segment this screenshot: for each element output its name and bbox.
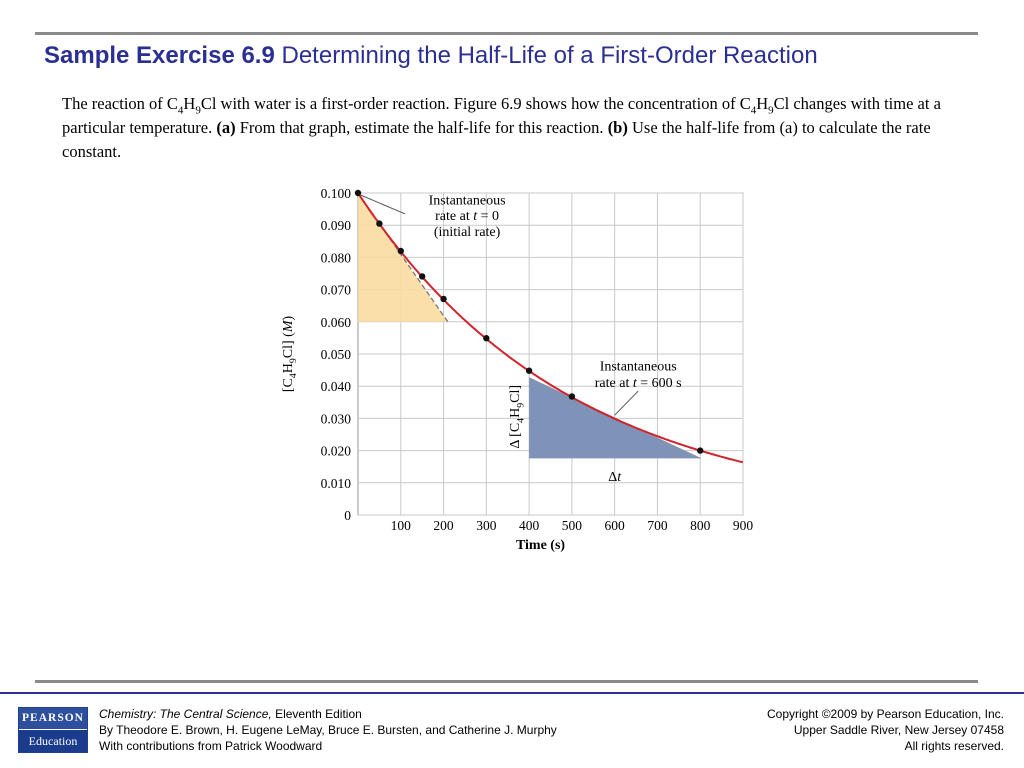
- delta-t-label-part: t: [617, 470, 622, 485]
- initial-rate-label-1: Instantaneous: [429, 193, 506, 208]
- y-tick-label: 0.070: [321, 283, 352, 298]
- book-contributors: With contributions from Patrick Woodward: [99, 739, 323, 753]
- rate-600-label-2-part: t: [633, 376, 638, 391]
- initial-rate-label-2-part: rate at: [435, 209, 473, 224]
- x-tick-label: 900: [733, 518, 754, 533]
- footer-divider: [0, 692, 1024, 694]
- address-line: Upper Saddle River, New Jersey 07458: [793, 723, 1004, 737]
- data-point: [568, 393, 576, 400]
- delta-conc-label: Δ [C4H9Cl]: [508, 385, 526, 449]
- delta-conc-label-part: Cl]: [508, 385, 523, 403]
- x-tick-label: 600: [605, 518, 626, 533]
- x-tick-label: 100: [391, 518, 412, 533]
- problem-text-2: H: [183, 94, 196, 113]
- rate-600-pointer: [614, 390, 639, 416]
- x-tick-label: 200: [433, 518, 454, 533]
- x-tick-label: 300: [476, 518, 497, 533]
- x-tick-labels: 100 200 300 400 500 600 700 800 900: [391, 518, 754, 533]
- sub-9b: 9: [768, 104, 774, 117]
- pearson-logo: PEARSON Education: [18, 707, 88, 753]
- rights-line: All rights reserved.: [904, 739, 1004, 753]
- delta-conc-label-part: 4: [515, 418, 526, 423]
- data-point: [354, 189, 362, 197]
- data-point: [525, 367, 533, 374]
- book-edition: Eleventh Edition: [271, 707, 362, 721]
- delta-conc-label-part: H: [508, 408, 523, 418]
- x-tick-label: 400: [519, 518, 540, 533]
- x-tick-label: 800: [690, 518, 711, 533]
- rate-600-label-1-part: Instantaneous: [600, 360, 677, 375]
- data-point: [440, 295, 447, 303]
- y-tick-label: 0.020: [321, 444, 352, 459]
- y-tick-label: 0.080: [321, 250, 352, 265]
- rate-600-label-2-part: = 600 s: [637, 376, 682, 391]
- y-tick-label: 0.050: [321, 347, 352, 362]
- problem-text-4: H: [756, 94, 769, 113]
- top-divider: [35, 32, 978, 35]
- rate-600-label-2-part: rate at: [595, 376, 633, 391]
- problem-text-5: Cl changes with time at a particular tem…: [62, 94, 941, 137]
- initial-rate-label-2: rate at t = 0: [435, 209, 499, 224]
- delta-conc-label-part: Δ [C: [508, 423, 523, 449]
- data-point: [697, 447, 704, 454]
- footer-copyright: Copyright ©2009 by Pearson Education, In…: [767, 706, 1004, 754]
- book-authors: By Theodore E. Brown, H. Eugene LeMay, B…: [99, 723, 557, 737]
- y-tick-labels: 0 0.010 0.020 0.030 0.040 0.050 0.060 0.070 0.08…: [321, 186, 352, 523]
- y-axis-label-part: [C: [281, 378, 296, 392]
- delta-conc-label-part: 9: [515, 403, 526, 408]
- initial-rate-label-2-part: = 0: [477, 209, 499, 224]
- y-axis-label-part: Cl] (: [281, 332, 296, 358]
- x-tick-label: 500: [562, 518, 583, 533]
- part-a-label: (a): [216, 118, 236, 137]
- rate-600-label-2: rate at t = 600 s: [595, 376, 682, 391]
- initial-rate-label-3: (initial rate): [434, 225, 501, 240]
- grid-lines: [358, 192, 744, 516]
- bottom-divider: [35, 680, 978, 683]
- y-axis-label-part: ): [281, 316, 296, 321]
- y-tick-label: 0.060: [321, 315, 352, 330]
- x-tick-label: 700: [647, 518, 668, 533]
- concentration-time-chart: 100 200 300 400 500 600 700 800 900 0 0.010 0.020 0.…: [281, 186, 754, 553]
- logo-top-text: PEARSON: [19, 708, 87, 729]
- y-tick-label: 0: [344, 508, 351, 523]
- footer-citation: Chemistry: The Central Science, Eleventh…: [99, 706, 557, 754]
- y-axis-label-part: 4: [288, 373, 299, 378]
- data-point: [397, 247, 404, 255]
- y-axis-label-part: H: [281, 363, 296, 373]
- y-axis-label-part: M: [281, 319, 296, 333]
- book-title: Chemistry: The Central Science,: [99, 707, 272, 721]
- sub-4a: 4: [177, 104, 184, 117]
- part-a-text: From that graph, estimate the half-life …: [235, 118, 604, 137]
- y-tick-label: 0.090: [321, 218, 352, 233]
- title-bold: Sample Exercise 6.9: [44, 42, 275, 69]
- delta-t-label: Δt: [608, 470, 622, 485]
- part-b-label: (b): [607, 118, 628, 137]
- y-tick-label: 0.010: [321, 476, 352, 491]
- delta-t-label-part: Δ: [608, 470, 617, 485]
- data-point: [483, 335, 490, 342]
- initial-rate-label-2-part: t: [473, 209, 478, 224]
- sub-9a: 9: [195, 104, 201, 117]
- copyright-line: Copyright ©2009 by Pearson Education, In…: [767, 707, 1004, 721]
- slide-title: Sample Exercise 6.9 Determining the Half…: [44, 42, 818, 70]
- logo-bottom-text: Education: [19, 730, 87, 752]
- y-axis-label-part: 9: [288, 358, 299, 363]
- part-b-text: Use the half-life from (a) to calculate …: [62, 118, 931, 161]
- y-tick-label: 0.030: [321, 411, 352, 426]
- initial-rate-label-3-part: (initial rate): [434, 225, 501, 240]
- problem-text: The reaction of C4H9Cl with water is a f…: [62, 92, 962, 164]
- x-axis-label: Time (s): [516, 538, 565, 553]
- y-tick-label: 0.040: [321, 379, 352, 394]
- sub-4b: 4: [750, 104, 757, 117]
- rate-600-label-1: Instantaneous: [600, 360, 677, 375]
- initial-rate-pointer: [359, 194, 406, 215]
- data-point: [376, 220, 383, 227]
- title-rest: Determining the Half-Life of a First-Ord…: [274, 42, 818, 69]
- y-tick-label: 0.100: [321, 186, 352, 201]
- initial-rate-label-1-part: Instantaneous: [429, 193, 506, 208]
- y-axis-label: [C4H9Cl] (M): [281, 316, 299, 393]
- data-point: [418, 273, 426, 280]
- problem-text-1: The reaction of C: [62, 94, 178, 113]
- problem-text-3: Cl with water is a first-order reaction.…: [200, 94, 751, 113]
